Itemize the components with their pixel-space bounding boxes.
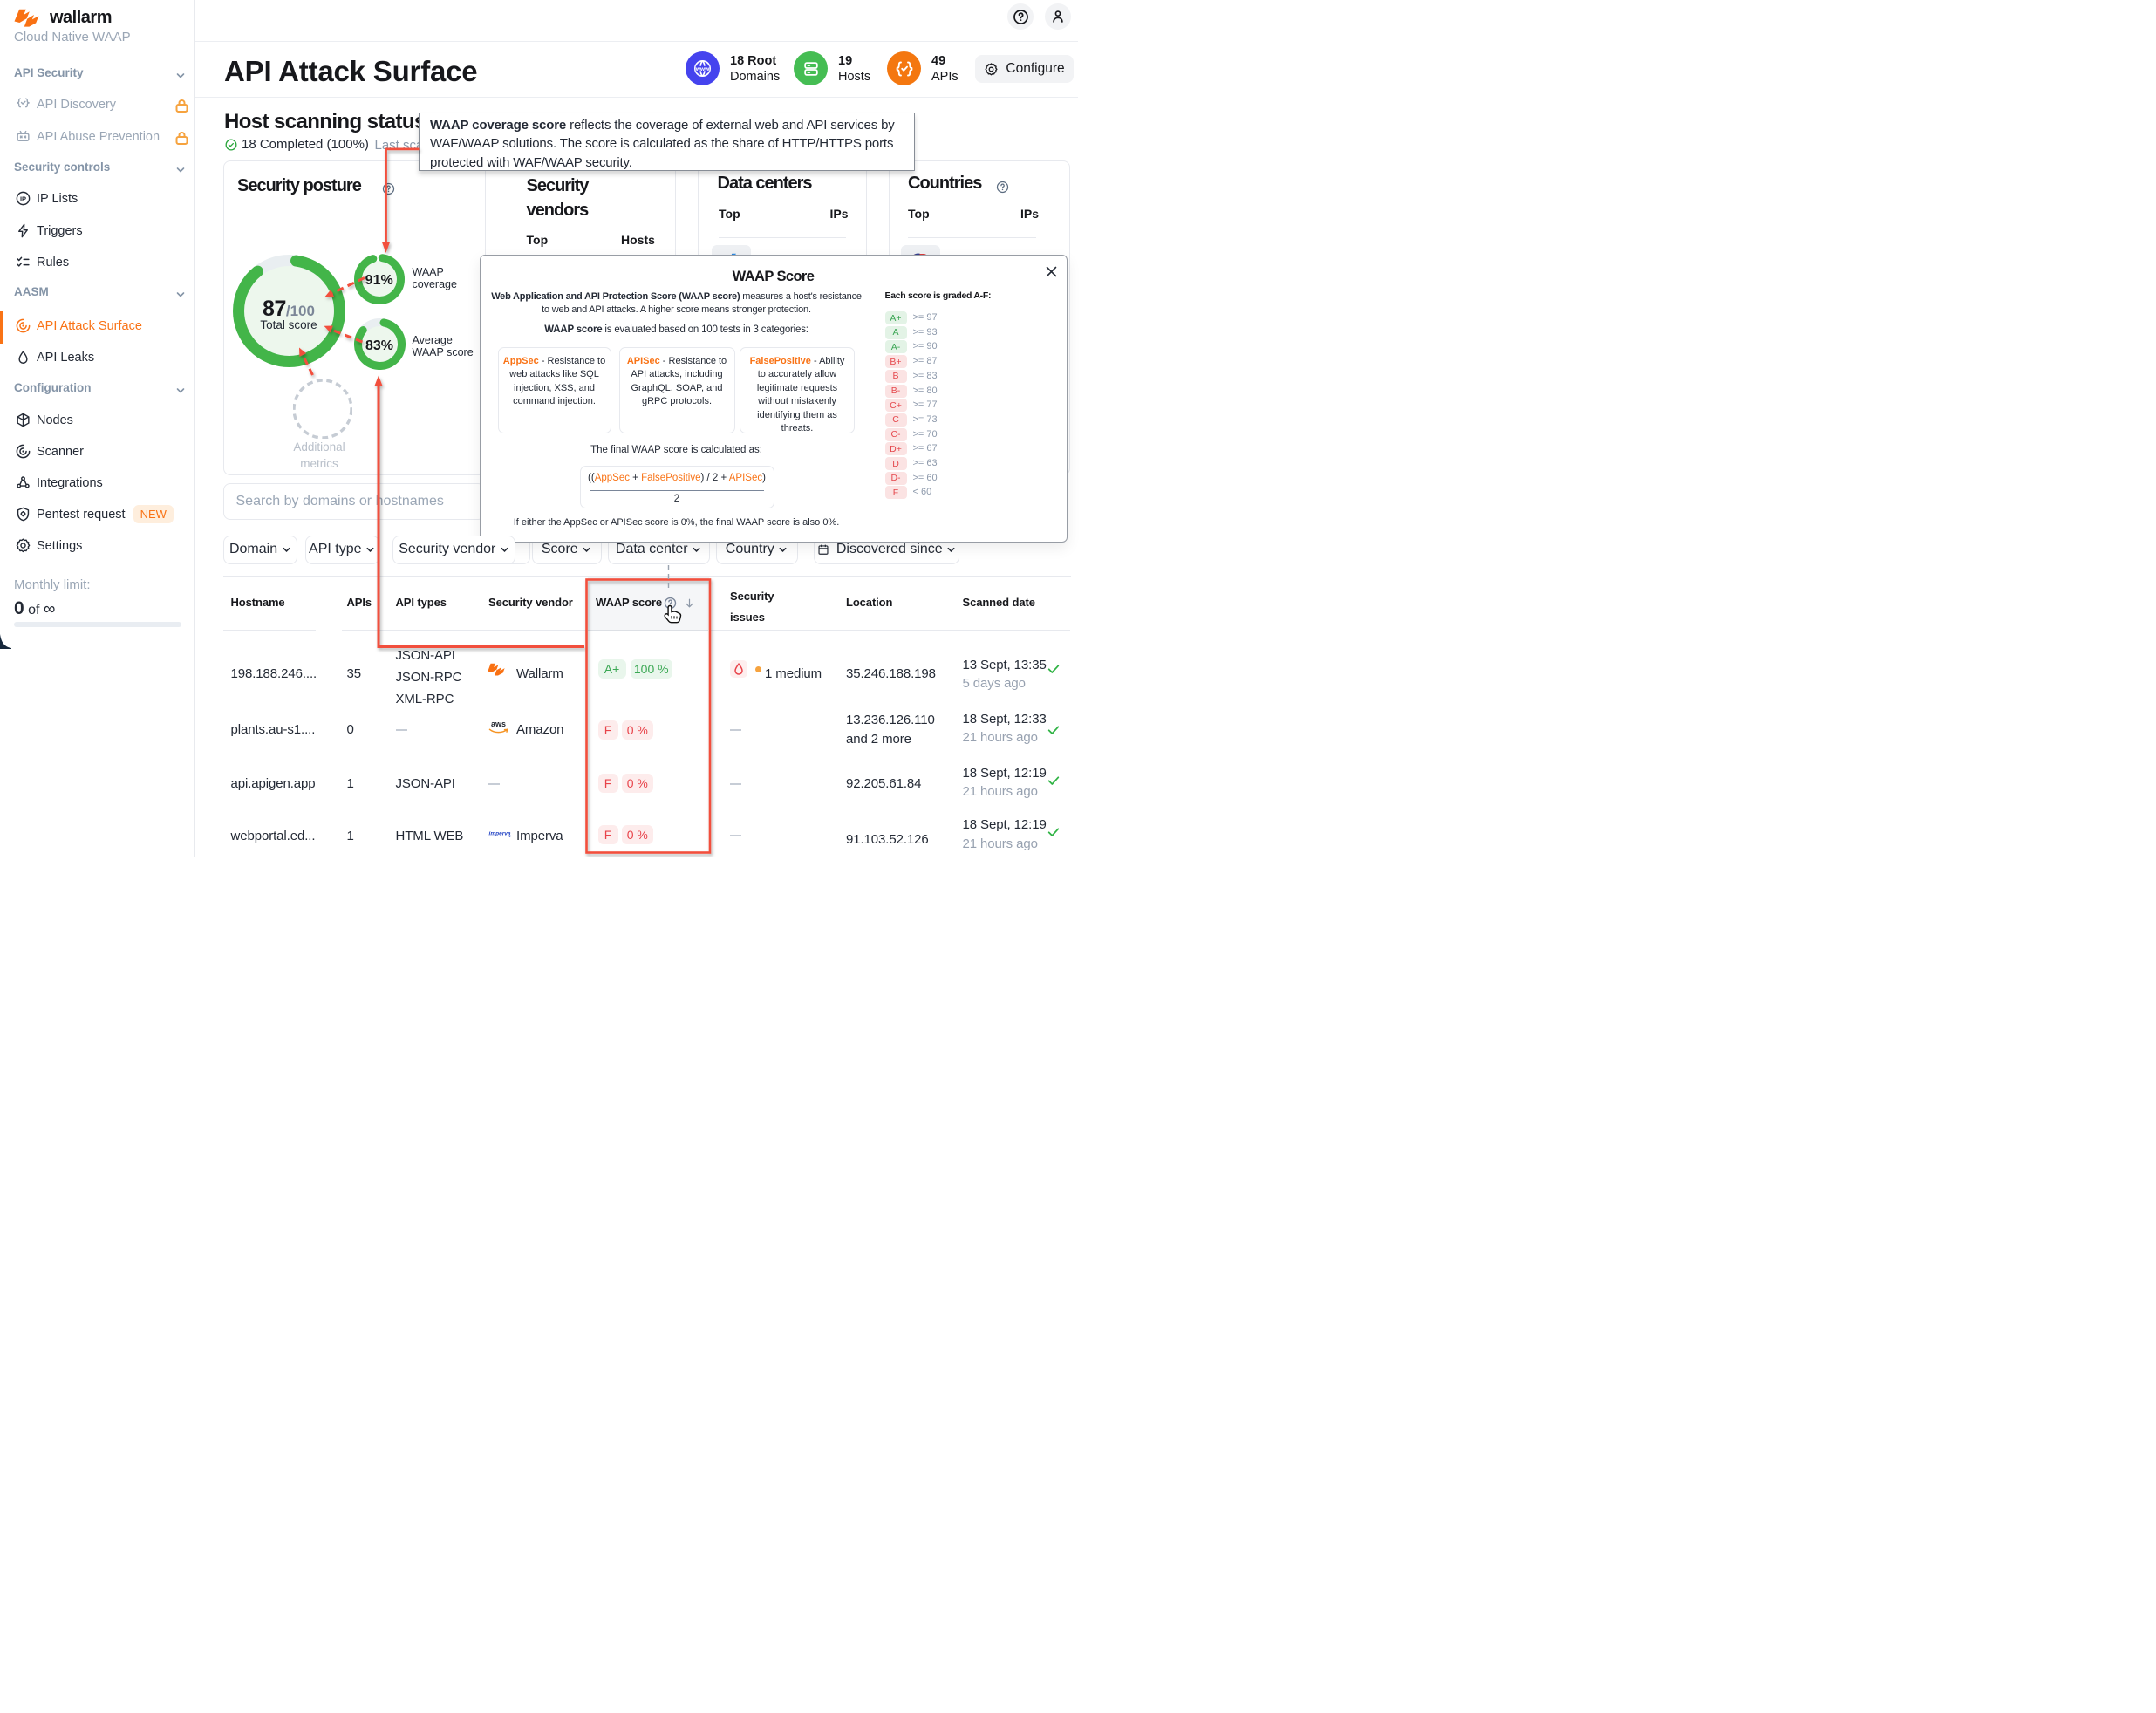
svg-text:www: www [695,66,710,72]
svg-text:aws: aws [491,720,506,728]
svg-text:IP: IP [20,195,26,203]
svg-text:imperva: imperva [489,831,511,837]
